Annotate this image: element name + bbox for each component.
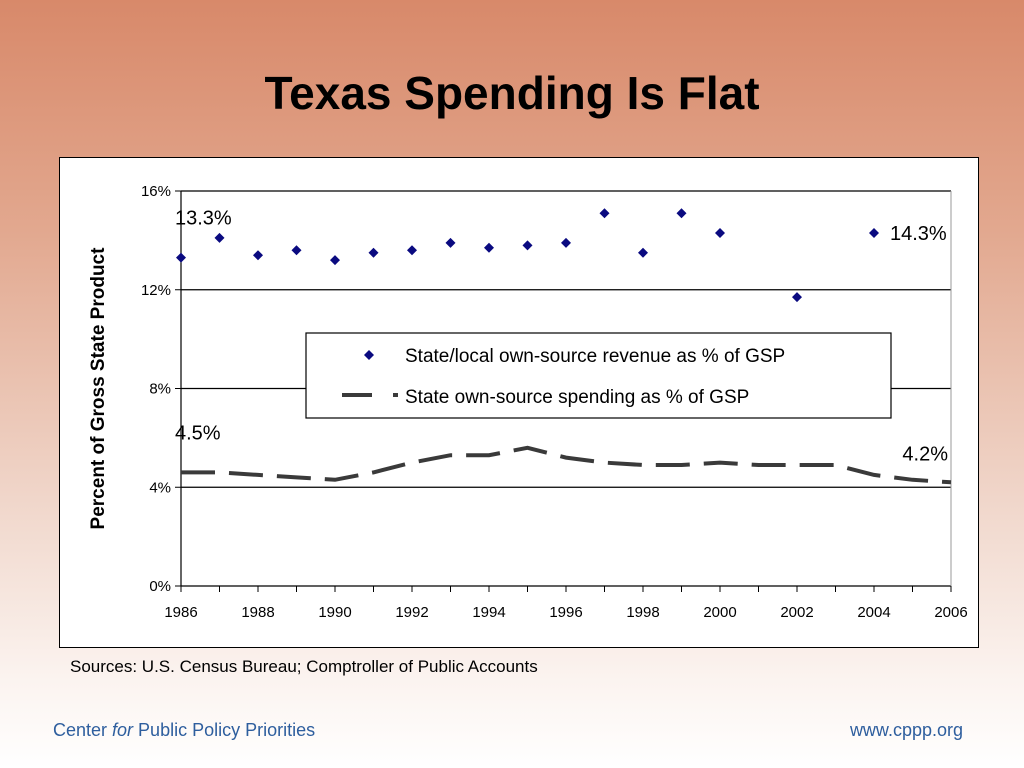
revenue-point [407, 245, 417, 256]
y-tick-label: 4% [149, 479, 171, 496]
data-label: 14.3% [890, 223, 947, 245]
annotations: 13.3% 14.3% 4.5% 4.2% [175, 208, 948, 466]
y-axis-label: Percent of Gross State Product [88, 247, 109, 530]
revenue-point [561, 237, 571, 248]
revenue-point [715, 227, 725, 238]
legend: State/local own-source revenue as % of G… [305, 332, 892, 419]
footer-website-link[interactable]: www.cppp.org [849, 720, 963, 740]
x-tick-label: 1998 [626, 604, 659, 621]
revenue-point [291, 245, 302, 256]
revenue-point [368, 247, 379, 258]
revenue-point [176, 252, 186, 263]
series [176, 208, 952, 485]
x-tick-label: 1996 [549, 604, 582, 621]
legend-label-revenue: State/local own-source revenue as % of G… [405, 346, 785, 367]
revenue-point [484, 242, 494, 253]
footer-org-part1: Center [53, 720, 113, 740]
y-tick-label: 8% [149, 381, 171, 398]
revenue-point [676, 208, 687, 219]
x-tick-label: 1990 [318, 604, 351, 621]
revenue-point [599, 208, 610, 219]
x-tick-label: 1986 [164, 604, 197, 621]
data-label: 4.2% [902, 443, 948, 465]
chart-svg: 0% 4% 8% 12% 16% 1986 1988 1990 1992 1994 1996 1998… [88, 183, 968, 621]
footer-org-name[interactable]: Center for Public Policy Priorities [53, 720, 315, 741]
spending-line [181, 445, 952, 485]
x-tick-label: 2006 [934, 604, 967, 621]
revenue-point [445, 237, 456, 248]
legend-label-spending: State own-source spending as % of GSP [405, 387, 749, 408]
revenue-point [792, 292, 802, 303]
x-tick-label: 2000 [703, 604, 736, 621]
revenue-point [869, 227, 879, 238]
slide-title: Texas Spending Is Flat [264, 67, 760, 119]
x-tick-label: 1988 [241, 604, 274, 621]
revenue-point [253, 250, 263, 261]
sources-note: Sources: U.S. Census Bureau; Comptroller… [70, 657, 538, 676]
x-tick-label: 2004 [857, 604, 890, 621]
x-tick-label: 1992 [395, 604, 428, 621]
x-tick-label: 1994 [472, 604, 505, 621]
y-tick-label: 12% [141, 282, 171, 299]
footer-org-part2: Public Policy Priorities [133, 720, 316, 740]
footer-org-italic: for [112, 720, 134, 740]
revenue-point [214, 232, 225, 243]
revenue-point [638, 247, 648, 258]
y-tick-label: 0% [149, 578, 171, 595]
data-label: 4.5% [175, 422, 221, 444]
data-label: 13.3% [175, 208, 232, 230]
legend-marker-revenue [364, 350, 374, 360]
chart-frame: 0% 4% 8% 12% 16% 1986 1988 1990 1992 1994 1996 1998… [59, 157, 979, 648]
y-tick-label: 16% [141, 183, 171, 200]
revenue-point [522, 240, 533, 251]
legend-box [305, 332, 892, 419]
x-tick-label: 2002 [780, 604, 813, 621]
revenue-point [330, 255, 340, 266]
